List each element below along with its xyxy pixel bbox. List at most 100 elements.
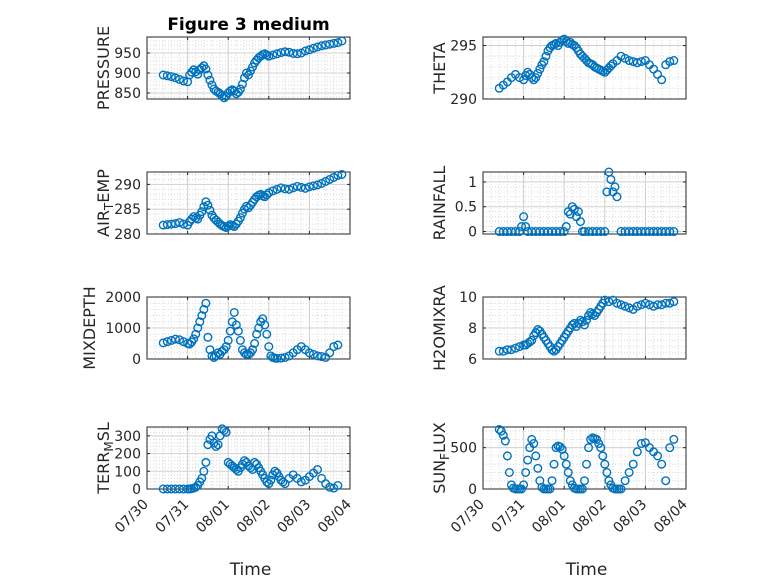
figure-title: Figure 3 medium bbox=[167, 15, 329, 35]
data-point bbox=[624, 303, 634, 313]
data-point bbox=[262, 329, 272, 339]
plot-area bbox=[483, 172, 686, 234]
data-point bbox=[223, 221, 233, 231]
data-point bbox=[517, 222, 527, 232]
data-point bbox=[533, 463, 543, 473]
data-point bbox=[535, 64, 545, 74]
data-point bbox=[201, 457, 211, 467]
data-point bbox=[624, 56, 634, 66]
y-axis-label: TERRMSL bbox=[94, 422, 116, 495]
data-point bbox=[573, 207, 583, 217]
data-point bbox=[596, 227, 606, 237]
y-tick-label: 200 bbox=[114, 447, 141, 463]
data-point bbox=[506, 345, 516, 355]
data-point bbox=[321, 40, 331, 50]
data-point bbox=[280, 47, 290, 57]
data-point bbox=[636, 57, 646, 67]
data-point bbox=[547, 476, 557, 486]
data-point bbox=[580, 476, 590, 486]
data-point bbox=[529, 439, 539, 449]
data-point bbox=[292, 49, 302, 59]
data-point bbox=[561, 222, 571, 232]
data-point bbox=[250, 339, 260, 349]
data-point bbox=[582, 459, 592, 469]
data-point bbox=[233, 326, 243, 336]
data-point bbox=[527, 73, 537, 83]
plot-area bbox=[483, 427, 686, 489]
data-point bbox=[657, 300, 667, 310]
data-point bbox=[187, 67, 197, 77]
data-point bbox=[502, 345, 512, 355]
data-point bbox=[632, 301, 642, 311]
data-point bbox=[329, 342, 339, 352]
y-tick-label: 900 bbox=[114, 66, 141, 82]
y-tick-label: 290 bbox=[450, 92, 477, 108]
subplot-rainfall: 0 0.5 1 RAINFALL bbox=[430, 166, 687, 241]
x-tick-label: 08/01 bbox=[529, 497, 569, 537]
data-point bbox=[195, 317, 205, 327]
data-point bbox=[494, 346, 504, 356]
data-point bbox=[580, 320, 590, 330]
data-point bbox=[203, 70, 213, 80]
data-point bbox=[333, 170, 343, 180]
x-tick-label: 07/30 bbox=[448, 497, 488, 537]
y-tick-label: 285 bbox=[114, 202, 141, 218]
data-point bbox=[575, 217, 585, 227]
data-point bbox=[158, 70, 168, 80]
data-point bbox=[620, 476, 630, 486]
data-point bbox=[166, 219, 176, 229]
data-point bbox=[567, 202, 577, 212]
axes-frame bbox=[146, 36, 351, 100]
data-point bbox=[537, 482, 547, 492]
data-point bbox=[519, 480, 529, 490]
data-point bbox=[653, 300, 663, 310]
data-point bbox=[665, 57, 675, 67]
data-point bbox=[205, 75, 215, 85]
data-point bbox=[211, 441, 221, 451]
data-point bbox=[191, 329, 201, 339]
data-point bbox=[158, 338, 168, 348]
data-point bbox=[266, 475, 276, 485]
data-point bbox=[213, 440, 223, 450]
x-tick-label: 07/30 bbox=[112, 497, 152, 537]
data-point bbox=[665, 227, 675, 237]
y-axis-label: THETA bbox=[430, 42, 449, 94]
data-point bbox=[276, 183, 286, 193]
data-point bbox=[241, 201, 251, 211]
data-point bbox=[262, 190, 272, 200]
data-point bbox=[268, 50, 278, 60]
data-point bbox=[258, 314, 268, 324]
axes-frame bbox=[482, 36, 687, 100]
data-point bbox=[337, 36, 347, 46]
y-tick-label: 0 bbox=[132, 352, 141, 368]
data-point bbox=[545, 484, 555, 494]
data-point bbox=[272, 49, 282, 59]
data-point bbox=[541, 51, 551, 61]
x-tick-label: 08/04 bbox=[651, 496, 691, 536]
data-point bbox=[567, 320, 577, 330]
data-point bbox=[313, 42, 323, 52]
data-point bbox=[525, 337, 535, 347]
data-point bbox=[657, 75, 667, 85]
data-point bbox=[248, 345, 258, 355]
y-axis-label: SUNFLUX bbox=[430, 422, 452, 494]
data-point bbox=[197, 311, 207, 321]
y-axis-label: MIXDEPTH bbox=[80, 286, 99, 369]
data-point bbox=[586, 434, 596, 444]
data-point bbox=[515, 342, 525, 352]
data-point bbox=[500, 436, 510, 446]
data-point bbox=[313, 465, 323, 475]
data-point bbox=[284, 184, 294, 194]
data-point bbox=[170, 334, 180, 344]
data-point bbox=[661, 298, 671, 308]
data-point bbox=[604, 297, 614, 307]
data-point bbox=[527, 335, 537, 345]
data-point bbox=[205, 205, 215, 215]
subplot-mixdepth: 0 1000 2000 MIXDEPTH bbox=[80, 286, 351, 370]
data-point bbox=[636, 439, 646, 449]
axes-frame bbox=[146, 426, 351, 490]
